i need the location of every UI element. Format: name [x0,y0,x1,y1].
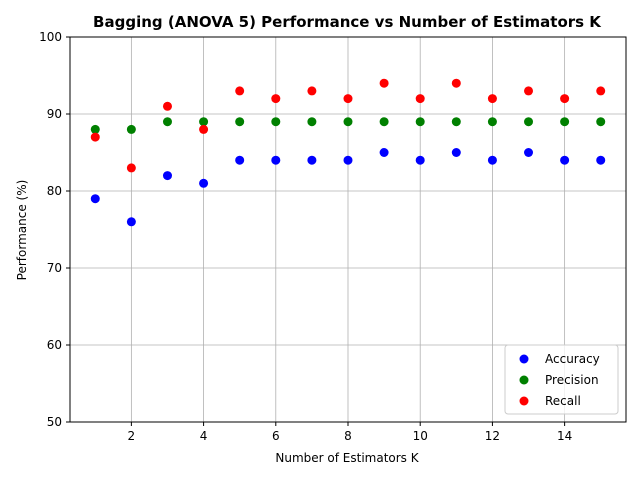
axes: 2 4 6 8 10 12 14 50 60 70 80 90 100 [39,30,627,443]
recall-point [343,94,353,104]
accuracy-point [271,155,281,165]
legend-label-recall: Recall [545,394,581,408]
recall-point [596,86,606,96]
precision-point [126,124,136,134]
precision-point [451,117,461,127]
legend-label-accuracy: Accuracy [545,352,600,366]
accuracy-point [235,155,245,165]
data-points [90,78,606,227]
x-tick-label: 2 [128,429,136,443]
accuracy-point [90,194,100,204]
y-axis-label: Performance (%) [15,180,29,281]
recall-point [379,78,389,88]
y-tick-label: 50 [47,415,62,429]
legend-marker-accuracy [519,354,529,364]
precision-point [271,117,281,127]
recall-point [524,86,534,96]
accuracy-point [415,155,425,165]
x-tick-label: 4 [200,429,208,443]
y-tick-label: 60 [47,338,62,352]
x-axis-label: Number of Estimators K [275,451,419,465]
precision-point [524,117,534,127]
recall-point [415,94,425,104]
legend-label-precision: Precision [545,373,599,387]
precision-point [307,117,317,127]
y-tick-label: 80 [47,184,62,198]
precision-point [90,124,100,134]
accuracy-point [524,148,534,157]
x-tick-label: 6 [272,429,280,443]
recall-point [560,94,570,104]
accuracy-point [126,217,136,227]
accuracy-point [162,171,172,181]
legend-marker-recall [519,396,529,406]
precision-point [343,117,353,127]
x-tick-label: 8 [344,429,352,443]
recall-point [271,94,281,104]
legend-marker-precision [519,375,529,385]
precision-point [235,117,245,127]
y-tick-label: 90 [47,107,62,121]
recall-point [487,94,497,104]
legend-box [504,344,619,415]
accuracy-point [199,178,209,188]
x-tick-label: 14 [557,429,572,443]
accuracy-point [487,155,497,165]
accuracy-point [560,155,570,165]
accuracy-point [343,155,353,165]
precision-point [596,117,606,127]
recall-point [199,124,209,134]
y-tick-label: 100 [39,30,62,44]
accuracy-point [451,148,461,157]
y-tick-label: 70 [47,261,62,275]
recall-point [126,163,136,173]
recall-point [162,101,172,111]
accuracy-point [596,155,606,165]
precision-point [199,117,209,127]
precision-point [415,117,425,127]
accuracy-point [379,148,389,157]
precision-point [487,117,497,127]
precision-point [162,117,172,127]
precision-point [560,117,570,127]
recall-point [307,86,317,96]
recall-point [451,78,461,88]
precision-point [379,117,389,127]
x-tick-label: 12 [485,429,500,443]
recall-point [235,86,245,96]
chart-title: Bagging (ANOVA 5) Performance vs Number … [93,13,602,31]
x-tick-label: 10 [413,429,428,443]
accuracy-point [307,155,317,165]
recall-point [90,132,100,142]
legend: Accuracy Precision Recall [504,344,619,415]
